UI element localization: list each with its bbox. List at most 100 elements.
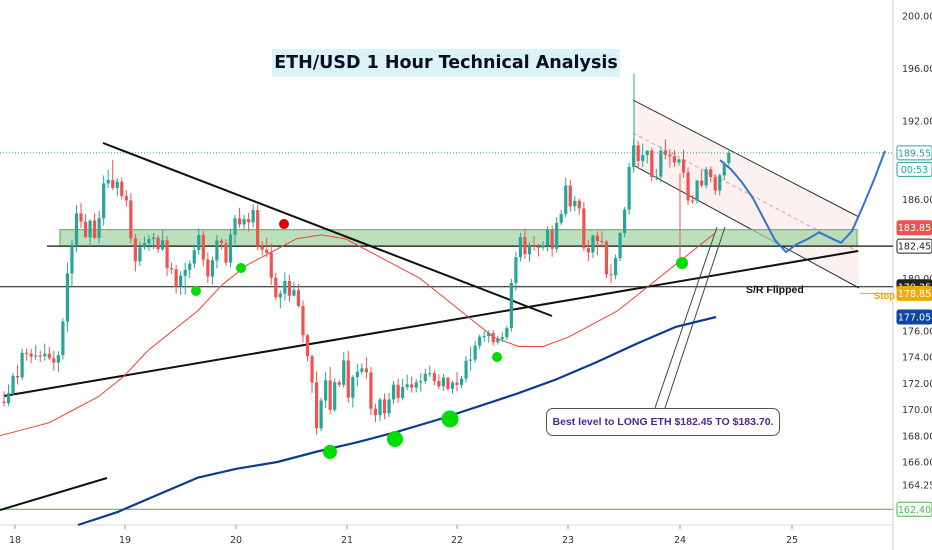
pivot-low-marker [323, 445, 337, 459]
candle-body [197, 234, 201, 251]
candles-layer[interactable] [2, 73, 731, 435]
time-tick-label: 23 [562, 535, 574, 546]
candle [247, 212, 251, 232]
candle-body [401, 387, 405, 398]
price-badge: 00:53 [896, 161, 932, 177]
candle-body [355, 371, 359, 378]
candle-body [351, 377, 355, 398]
price-tick-label: 172.00 [902, 379, 932, 390]
candle-body [405, 384, 409, 388]
candle-body [305, 335, 310, 357]
candle-body [509, 282, 513, 329]
candle [527, 242, 532, 262]
candle [428, 365, 432, 377]
candle [713, 174, 717, 195]
candle [56, 351, 60, 372]
descending-trendline [102, 142, 553, 317]
price-badge: 183.85 [896, 220, 932, 236]
candle [410, 376, 414, 393]
candle [138, 241, 142, 266]
candle [541, 241, 545, 251]
candle [478, 334, 482, 349]
candle-body [111, 179, 115, 188]
candle [641, 143, 645, 167]
candle [550, 225, 554, 257]
candle [111, 159, 115, 190]
candle-body [328, 380, 332, 410]
price-tick-label: 168.00 [902, 431, 932, 442]
candle [124, 190, 128, 207]
candle-body [215, 240, 219, 261]
candle-body [527, 245, 532, 255]
candle [133, 233, 137, 272]
candle [346, 350, 350, 403]
candle [482, 330, 486, 342]
pivot-low-marker [191, 286, 201, 296]
channel-lower-line [632, 164, 860, 289]
candle [115, 177, 119, 197]
candle-body [15, 375, 20, 378]
candle-body [487, 332, 491, 336]
candle-body [79, 213, 83, 222]
candle-body [120, 181, 124, 197]
candle-body [423, 373, 427, 382]
candle-body [260, 246, 264, 250]
candle [93, 212, 97, 239]
candle-body [256, 210, 260, 247]
candle [727, 150, 731, 166]
candle [328, 366, 332, 415]
candle-body [632, 145, 636, 168]
time-tick-label: 18 [9, 535, 21, 546]
callout-pointer-1 [654, 226, 718, 409]
candle [65, 262, 70, 333]
candle [61, 318, 65, 360]
pivot-low-marker [492, 352, 502, 362]
candle [274, 273, 278, 301]
candle-body [613, 258, 618, 276]
candle-body [88, 220, 92, 238]
candle-body [6, 393, 11, 404]
candle [269, 243, 273, 286]
candle-body [337, 382, 341, 385]
candle-body [151, 237, 156, 240]
candle-body [61, 321, 65, 356]
long-entry-callout: Best level to LONG ETH $182.45 TO $183.7… [546, 408, 780, 436]
candle [382, 393, 387, 420]
candle [151, 232, 156, 250]
candle [391, 380, 396, 405]
candle-body [450, 382, 455, 389]
candle-body [265, 249, 269, 253]
candle [573, 196, 577, 212]
candle-body [25, 352, 29, 354]
time-tick-label: 24 [674, 535, 686, 546]
candle-body [514, 257, 518, 283]
candle [147, 234, 151, 251]
pivot-low-marker [387, 431, 403, 447]
candle-body [550, 229, 554, 249]
candle-body [654, 176, 658, 178]
candle [88, 219, 92, 247]
candle-body [573, 200, 577, 207]
candle-body [156, 237, 160, 250]
price-badge: 177.05 [896, 309, 932, 325]
candle-body [582, 208, 586, 249]
candle [156, 235, 160, 254]
candle-body [700, 180, 704, 186]
candle-body [210, 260, 214, 277]
candle-body [251, 210, 255, 223]
candle [324, 372, 328, 409]
candle-body [333, 382, 337, 410]
candle [419, 373, 423, 392]
time-tick-label: 20 [230, 535, 242, 546]
candle [342, 352, 346, 388]
candle [604, 240, 609, 279]
candle-body [496, 339, 500, 343]
candle [283, 272, 287, 301]
candle [201, 231, 205, 267]
price-badge-label: 178.85 [898, 289, 931, 300]
candle [29, 348, 33, 364]
candle [310, 354, 314, 393]
candle [260, 240, 264, 256]
